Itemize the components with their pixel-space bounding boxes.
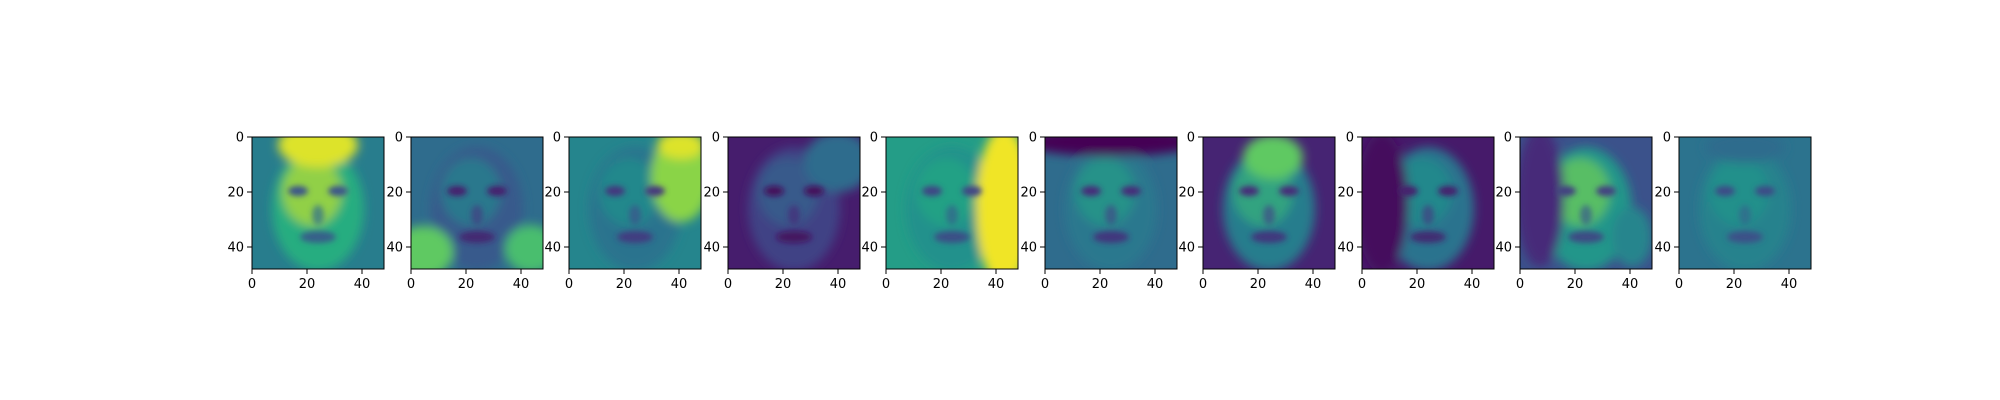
- face-image-10: [1679, 137, 1811, 269]
- y-tick-label: 40: [1178, 241, 1195, 256]
- axes-frame: [1044, 136, 1178, 270]
- y-tick-label: 0: [395, 131, 403, 146]
- x-tick-label: 0: [1199, 277, 1207, 292]
- x-tick-label: 0: [1358, 277, 1366, 292]
- axes-frame: [1202, 136, 1336, 270]
- y-tick-label: 20: [703, 186, 720, 201]
- image-panel-8: 0 20 40 0 20 40: [1337, 131, 1495, 292]
- x-tick-label: 0: [1675, 277, 1683, 292]
- x-tick-label: 40: [513, 277, 530, 292]
- y-tick-label: 20: [1337, 186, 1354, 201]
- image-panel-1: 0 20 40 0 20 40: [227, 131, 385, 292]
- y-tick-label: 0: [1504, 131, 1512, 146]
- y-tick-label: 20: [1020, 186, 1037, 201]
- image-panel-5: 0 20 40 0 20 40: [861, 131, 1019, 292]
- y-tick-label: 0: [553, 131, 561, 146]
- face-image-6: [1045, 137, 1177, 269]
- axes-frame: [1361, 136, 1495, 270]
- x-tick-label: 40: [988, 277, 1005, 292]
- x-tick-label: 0: [882, 277, 890, 292]
- y-tick-label: 20: [861, 186, 878, 201]
- face-image-4: [728, 137, 860, 269]
- axes-frame: [885, 136, 1019, 270]
- image-panel-4: 0 20 40 0 20 40: [703, 131, 861, 292]
- y-tick-label: 40: [1020, 241, 1037, 256]
- y-tick-label: 20: [1654, 186, 1671, 201]
- x-tick-label: 20: [933, 277, 950, 292]
- image-panel-10: 0 20 40 0 20 40: [1654, 131, 1812, 292]
- image-panel-6: 0 20 40 0 20 40: [1020, 131, 1178, 292]
- y-tick-label: 20: [386, 186, 403, 201]
- x-tick-label: 20: [299, 277, 316, 292]
- x-tick-label: 20: [1250, 277, 1267, 292]
- face-image-8: [1362, 137, 1494, 269]
- x-tick-label: 20: [1567, 277, 1584, 292]
- face-image-1: [252, 137, 384, 269]
- x-tick-label: 40: [830, 277, 847, 292]
- face-image-3: [569, 137, 701, 269]
- y-tick-label: 40: [1337, 241, 1354, 256]
- x-tick-label: 0: [1041, 277, 1049, 292]
- x-tick-label: 40: [1464, 277, 1481, 292]
- y-tick-label: 0: [236, 131, 244, 146]
- image-panel-9: 0 20 40 0 20 40: [1495, 131, 1653, 292]
- axes-frame: [568, 136, 702, 270]
- face-image-9: [1520, 137, 1652, 269]
- y-tick-label: 40: [861, 241, 878, 256]
- image-panel-7: 0 20 40 0 20 40: [1178, 131, 1336, 292]
- axes-frame: [251, 136, 385, 270]
- y-tick-label: 40: [544, 241, 561, 256]
- x-tick-label: 0: [407, 277, 415, 292]
- x-tick-label: 40: [1147, 277, 1164, 292]
- x-tick-label: 20: [616, 277, 633, 292]
- x-tick-label: 0: [724, 277, 732, 292]
- x-tick-label: 0: [248, 277, 256, 292]
- y-tick-label: 40: [703, 241, 720, 256]
- axes-frame: [1519, 136, 1653, 270]
- y-tick-label: 0: [1029, 131, 1037, 146]
- axes-frame: [727, 136, 861, 270]
- y-tick-label: 20: [227, 186, 244, 201]
- y-tick-label: 20: [544, 186, 561, 201]
- image-panel-3: 0 20 40 0 20 40: [544, 131, 702, 292]
- face-image-5: [886, 137, 1018, 269]
- x-tick-label: 40: [1781, 277, 1798, 292]
- y-tick-label: 40: [1654, 241, 1671, 256]
- x-tick-label: 0: [565, 277, 573, 292]
- y-tick-label: 0: [1346, 131, 1354, 146]
- y-tick-label: 20: [1495, 186, 1512, 201]
- x-tick-label: 20: [458, 277, 475, 292]
- x-tick-label: 40: [1622, 277, 1639, 292]
- x-tick-label: 0: [1516, 277, 1524, 292]
- y-tick-label: 0: [712, 131, 720, 146]
- face-image-7: [1203, 137, 1335, 269]
- y-tick-label: 0: [1187, 131, 1195, 146]
- y-tick-label: 40: [1495, 241, 1512, 256]
- x-tick-label: 40: [354, 277, 371, 292]
- axes-frame: [410, 136, 544, 270]
- x-tick-label: 20: [1726, 277, 1743, 292]
- y-tick-label: 20: [1178, 186, 1195, 201]
- axes-frame: [1678, 136, 1812, 270]
- face-image-2: [411, 137, 543, 269]
- y-tick-label: 40: [386, 241, 403, 256]
- y-tick-label: 0: [1663, 131, 1671, 146]
- x-tick-label: 20: [1409, 277, 1426, 292]
- x-tick-label: 20: [775, 277, 792, 292]
- image-panel-2: 0 20 40 0 20 40: [386, 131, 544, 292]
- y-tick-label: 0: [870, 131, 878, 146]
- x-tick-label: 20: [1092, 277, 1109, 292]
- y-tick-label: 40: [227, 241, 244, 256]
- x-tick-label: 40: [1305, 277, 1322, 292]
- x-tick-label: 40: [671, 277, 688, 292]
